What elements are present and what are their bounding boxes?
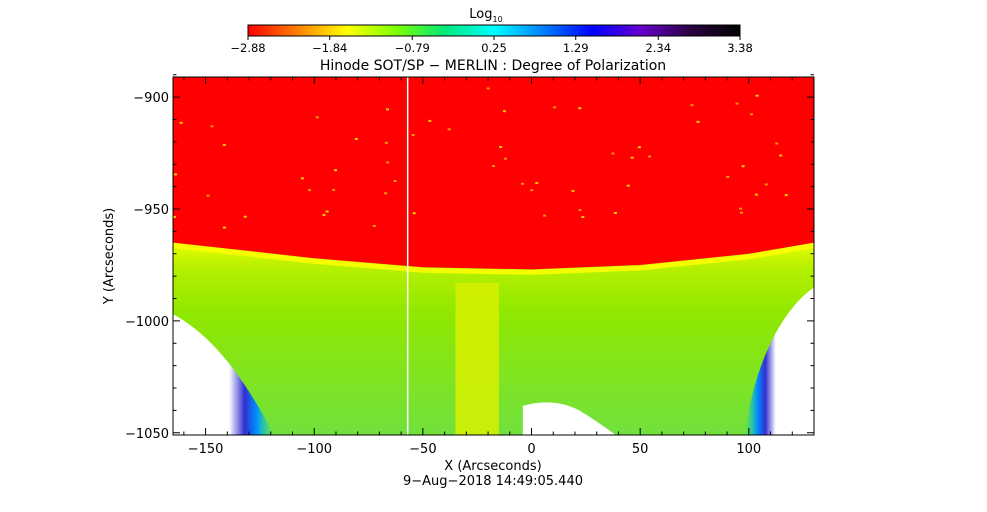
speckle [503,157,507,160]
limb-bright-stripe [173,243,814,275]
left-noise-region [173,314,274,435]
speckle [530,189,534,192]
y-tick-label: −900 [133,91,169,106]
speckle [784,194,788,197]
speckle [735,102,739,105]
speckle [210,125,214,128]
speckle [535,182,539,185]
speckle [613,212,617,214]
speckles [173,87,788,229]
speckle [428,119,432,122]
speckle [741,165,745,168]
speckle [334,169,337,172]
colorbar-tick-label: −2.88 [230,41,265,55]
timestamp: 9−Aug−2018 14:49:05.440 [403,474,583,489]
x-tick-label: 100 [736,442,761,457]
plot-image [173,77,814,435]
speckle [174,173,177,176]
speckle [581,216,585,219]
colorbar-tick-label: 2.34 [645,41,671,55]
colorbar [247,24,741,37]
colorbar-label: Log10 [469,7,502,24]
speckle [447,128,451,131]
speckle [179,121,183,124]
speckle [740,211,743,214]
y-axis: −900 −950 −1000 −1050 [125,74,814,442]
speckle [726,175,730,178]
speckle [322,213,326,216]
speckle [372,225,376,227]
speckle [308,189,311,192]
y-tick-label: −1000 [125,315,169,330]
y-axis-label: Y (Arcseconds) [102,208,117,305]
speckle [300,177,304,180]
colorbar-ticks: −2.88 −1.84 −0.79 0.25 1.29 2.34 3.38 [230,36,753,55]
speckle [755,94,759,97]
speckle [384,192,388,195]
speckle [571,189,575,192]
x-tick-label: 0 [527,442,535,457]
y-tick-label: −950 [133,203,169,218]
speckle [173,215,176,218]
speckle [384,141,388,144]
speckle [325,210,329,213]
colorbar-tick-label: −0.79 [395,41,430,55]
x-axis-label: X (Arcseconds) [444,459,541,474]
speckle [611,152,615,155]
speckle [315,116,319,119]
x-tick-label: −150 [188,442,224,457]
speckle [486,87,490,90]
x-axis: −150 −100 −50 0 50 100 [183,77,815,457]
speckle [393,180,397,182]
speckle [578,107,582,110]
speckle [578,209,582,212]
speckle [739,207,743,210]
colorbar-tick-label: 1.29 [563,41,589,55]
speckle [754,193,758,196]
speckle [332,188,336,191]
speckle [696,120,700,123]
speckle [206,194,210,197]
speckle [626,184,630,187]
speckle [386,161,390,164]
speckle [412,212,416,215]
speckle [222,226,226,229]
speckle [354,138,358,140]
speckle [543,214,547,217]
speckle [779,154,783,157]
colorbar-tick-label: 3.38 [727,41,753,55]
speckle [386,108,389,111]
speckle [553,106,557,109]
speckle [222,144,226,146]
speckle [764,183,768,186]
speckle [630,156,634,159]
speckle [521,182,524,185]
speckle [648,155,652,158]
speckle [749,113,753,116]
chart-title: Hinode SOT/SP − MERLIN : Degree of Polar… [320,58,666,74]
speckle [491,165,495,167]
speckle [411,134,415,136]
central-noise-region [522,402,616,435]
speckle [637,146,641,149]
speckle [775,142,779,145]
x-tick-label: 50 [632,442,649,457]
y-tick-label: −1050 [125,427,169,442]
x-tick-label: −50 [409,442,436,457]
x-tick-label: −100 [296,442,332,457]
speckle [503,110,506,113]
colorbar-tick-label: 0.25 [481,41,507,55]
speckle [690,104,694,107]
colorbar-tick-label: −1.84 [312,41,347,55]
vertical-band [455,282,499,435]
plot-frame [172,76,815,436]
speckle [499,146,503,148]
right-noise-region [744,287,814,435]
speckle [243,215,247,218]
